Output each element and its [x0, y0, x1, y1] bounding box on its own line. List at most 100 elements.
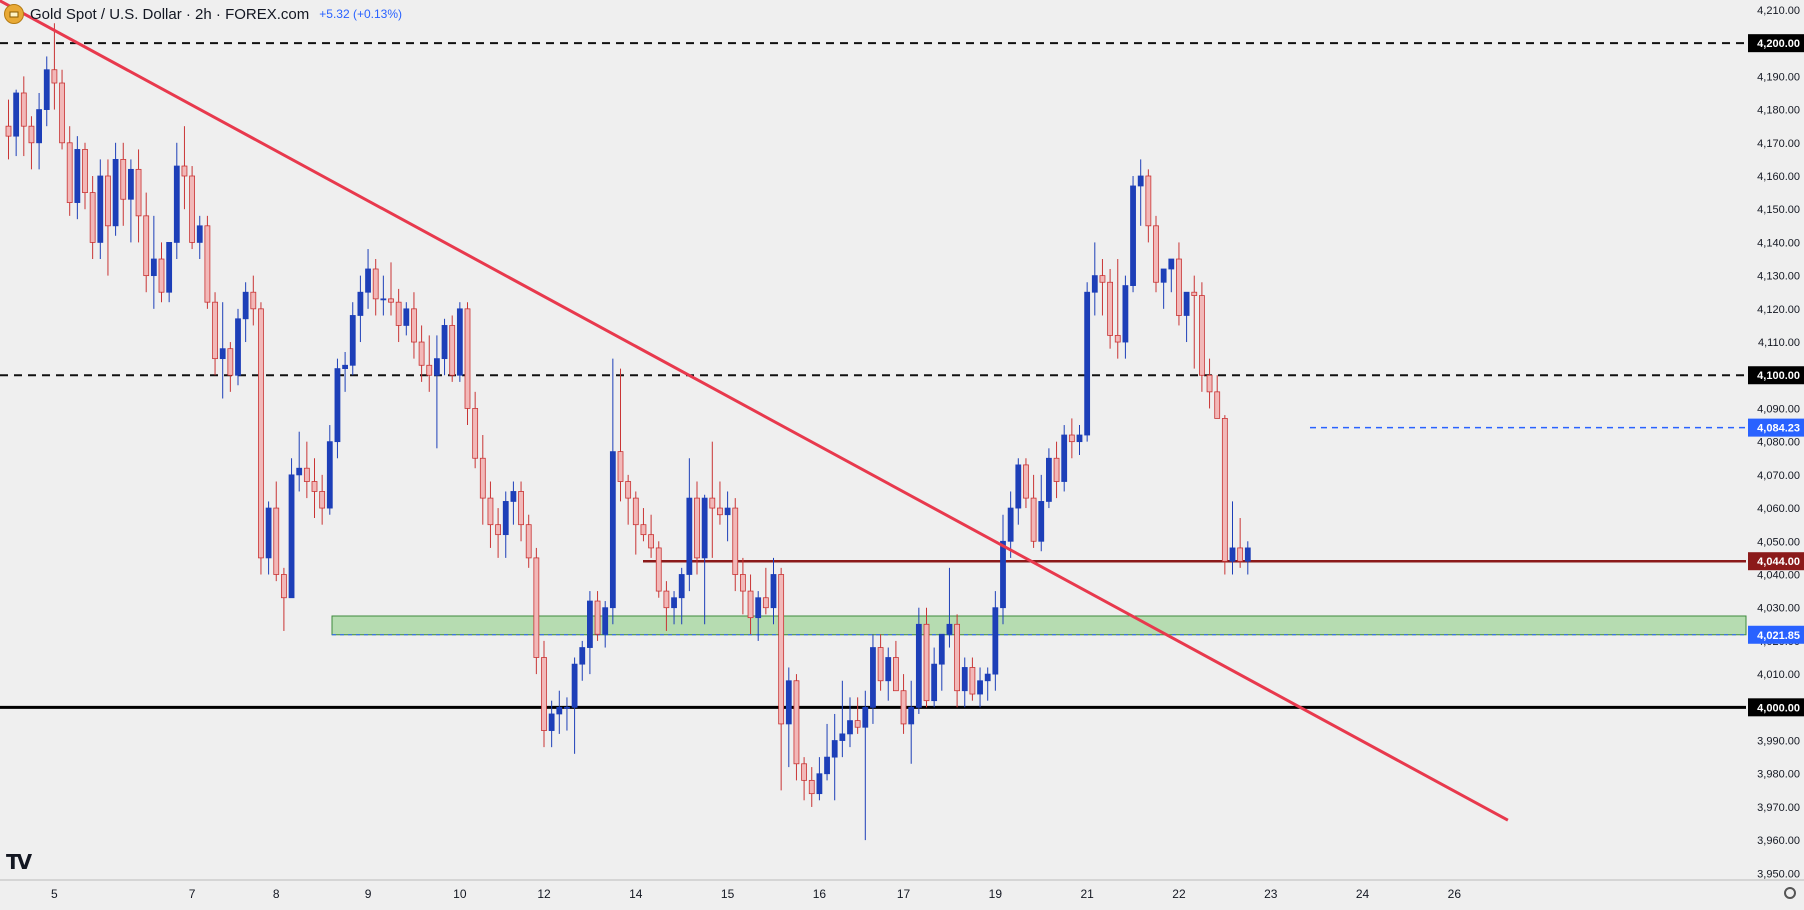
- candle-bear[interactable]: [694, 497, 700, 559]
- candle-bear[interactable]: [923, 623, 930, 702]
- candle-bull[interactable]: [342, 364, 349, 370]
- candle-bull[interactable]: [380, 298, 387, 301]
- trendline[interactable]: [0, 0, 1509, 822]
- candle-bear[interactable]: [135, 168, 142, 217]
- candle-bull[interactable]: [510, 491, 517, 502]
- candle-bear[interactable]: [640, 524, 647, 536]
- candle-bear[interactable]: [120, 158, 127, 200]
- candle-bear[interactable]: [82, 149, 88, 194]
- candle-bear[interactable]: [487, 497, 494, 526]
- candle-bear[interactable]: [1053, 457, 1060, 482]
- candle-bull[interactable]: [13, 92, 20, 137]
- candle-bear[interactable]: [1023, 464, 1029, 499]
- candle-bear[interactable]: [625, 481, 632, 499]
- candle-bear[interactable]: [1030, 497, 1037, 542]
- support-zone[interactable]: [331, 615, 1747, 636]
- candle-bear[interactable]: [900, 690, 907, 725]
- candle-bull[interactable]: [931, 663, 938, 702]
- candle-bull[interactable]: [724, 507, 731, 516]
- candle-bull[interactable]: [824, 756, 830, 775]
- candle-bull[interactable]: [1091, 275, 1098, 293]
- candle-bull[interactable]: [242, 291, 249, 320]
- candle-bear[interactable]: [105, 175, 111, 227]
- candle-bear[interactable]: [1199, 295, 1205, 376]
- candle-bull[interactable]: [349, 315, 356, 366]
- candle-bear[interactable]: [969, 667, 976, 695]
- candle-bear[interactable]: [395, 301, 402, 326]
- candle-bull[interactable]: [602, 607, 609, 635]
- candle-bear[interactable]: [303, 467, 310, 482]
- candle-bear[interactable]: [1107, 281, 1113, 336]
- candle-bull[interactable]: [288, 474, 295, 599]
- candle-bull[interactable]: [579, 647, 586, 665]
- candle-bull[interactable]: [609, 451, 616, 609]
- candle-bull[interactable]: [1038, 501, 1045, 542]
- candle-bull[interactable]: [112, 158, 119, 227]
- candle-bull[interactable]: [1160, 268, 1167, 283]
- candle-bull[interactable]: [296, 467, 303, 476]
- candle-bull[interactable]: [433, 358, 440, 376]
- candle-bear[interactable]: [1214, 391, 1221, 419]
- candle-bull[interactable]: [678, 574, 685, 599]
- candle-bull[interactable]: [548, 713, 555, 731]
- candle-bear[interactable]: [954, 623, 960, 692]
- candle-bear[interactable]: [1237, 547, 1244, 562]
- price-axis[interactable]: [1748, 0, 1804, 905]
- candle-bear[interactable]: [479, 457, 486, 499]
- candle-bull[interactable]: [915, 623, 922, 708]
- candle-bear[interactable]: [801, 763, 807, 781]
- candle-bear[interactable]: [204, 225, 211, 303]
- candle-bull[interactable]: [265, 507, 272, 559]
- candle-bear[interactable]: [311, 481, 318, 492]
- candle-bear[interactable]: [1221, 418, 1228, 562]
- candle-bear[interactable]: [181, 165, 188, 177]
- candle-bear[interactable]: [273, 507, 280, 575]
- candle-bull[interactable]: [862, 706, 869, 728]
- candle-bull[interactable]: [1183, 291, 1190, 316]
- candle-bull[interactable]: [1084, 291, 1091, 436]
- candle-bull[interactable]: [1168, 258, 1175, 270]
- candle-bear[interactable]: [793, 680, 800, 765]
- candle-bull[interactable]: [74, 149, 81, 203]
- candle-bull[interactable]: [885, 657, 892, 682]
- candle-bull[interactable]: [984, 673, 991, 682]
- candle-bear[interactable]: [372, 268, 379, 300]
- candle-bear[interactable]: [1191, 291, 1198, 296]
- candle-bull[interactable]: [219, 348, 226, 360]
- candle-bull[interactable]: [1061, 434, 1068, 482]
- candle-bull[interactable]: [587, 600, 593, 648]
- candle-bull[interactable]: [847, 720, 853, 735]
- candle-bear[interactable]: [212, 301, 218, 360]
- candle-bull[interactable]: [36, 109, 42, 144]
- candle-bear[interactable]: [158, 258, 165, 293]
- candle-bull[interactable]: [166, 242, 173, 293]
- candle-bull[interactable]: [1137, 175, 1144, 187]
- candle-bull[interactable]: [1244, 547, 1251, 562]
- candle-bear[interactable]: [594, 600, 601, 635]
- candle-bull[interactable]: [770, 574, 777, 609]
- candle-bear[interactable]: [20, 92, 27, 127]
- candle-bull[interactable]: [173, 165, 180, 243]
- candle-bear[interactable]: [388, 298, 394, 303]
- candle-bear[interactable]: [426, 364, 433, 376]
- candle-bear[interactable]: [1145, 175, 1152, 227]
- candle-bull[interactable]: [671, 597, 677, 609]
- candle-bear[interactable]: [1068, 434, 1075, 443]
- gear-icon[interactable]: [1784, 887, 1796, 899]
- candle-bull[interactable]: [1076, 434, 1083, 443]
- candle-bear[interactable]: [709, 497, 716, 509]
- candle-bear[interactable]: [66, 142, 73, 203]
- candle-bull[interactable]: [97, 175, 104, 243]
- candle-bull[interactable]: [870, 647, 876, 708]
- tradingview-logo-icon[interactable]: TV: [6, 850, 32, 874]
- candle-bear[interactable]: [762, 597, 769, 609]
- candle-bear[interactable]: [747, 590, 754, 619]
- candle-bear[interactable]: [143, 215, 150, 277]
- candle-bull[interactable]: [150, 258, 157, 277]
- candle-bear[interactable]: [5, 125, 12, 137]
- candle-bear[interactable]: [854, 720, 861, 728]
- candle-bear[interactable]: [411, 308, 417, 343]
- candle-bull[interactable]: [938, 633, 945, 665]
- candle-bull[interactable]: [839, 733, 846, 741]
